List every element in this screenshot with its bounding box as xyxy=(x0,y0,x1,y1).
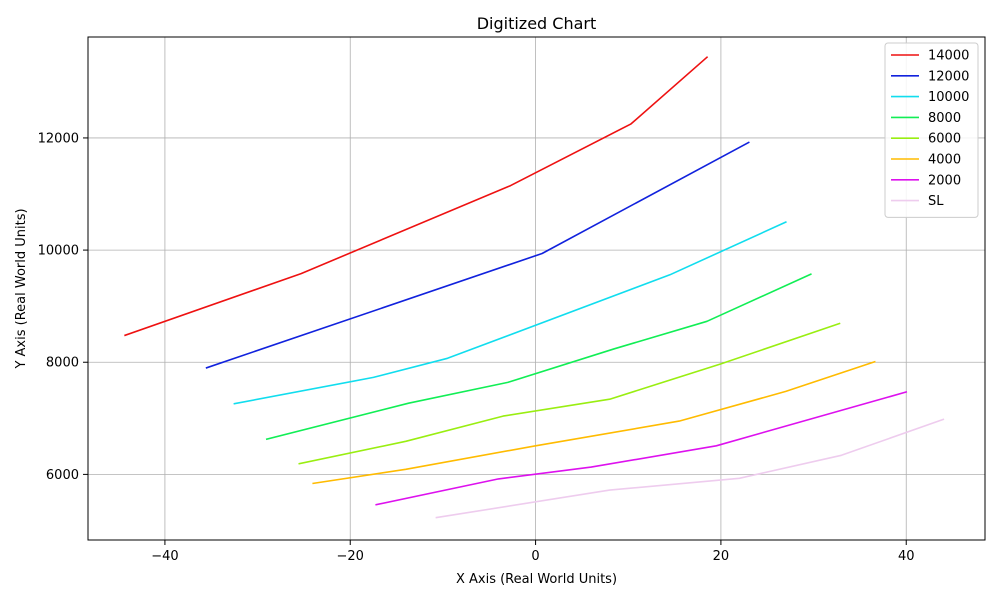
legend-label: 12000 xyxy=(928,69,969,84)
y-tick-label: 6000 xyxy=(46,468,79,483)
legend-label: 14000 xyxy=(928,49,969,64)
legend: 14000 12000 10000 8000 6000 4000 2000 SL xyxy=(884,42,979,218)
y-axis-label: Y Axis (Real World Units) xyxy=(14,208,29,369)
x-tick-label: −20 xyxy=(337,549,364,564)
legend-label: 6000 xyxy=(928,132,961,147)
x-tick-label: 40 xyxy=(898,549,915,564)
series-line-14000 xyxy=(124,56,709,337)
legend-box xyxy=(884,42,979,218)
series-line-8000 xyxy=(265,273,812,441)
plot-frame xyxy=(87,36,986,541)
series-line-12000 xyxy=(205,141,750,369)
series-line-6000 xyxy=(298,322,841,465)
y-tick-label: 12000 xyxy=(38,131,79,146)
y-tick-label: 10000 xyxy=(38,244,79,259)
legend-label: SL xyxy=(928,194,944,209)
series-line-SL xyxy=(435,418,945,519)
x-tick-label: 20 xyxy=(713,549,730,564)
x-tick-label: 0 xyxy=(531,549,539,564)
x-tick-label: −40 xyxy=(151,549,178,564)
legend-label: 4000 xyxy=(928,153,961,168)
series-line-4000 xyxy=(312,360,876,485)
y-tick-label: 8000 xyxy=(46,356,79,371)
chart-title: Digitized Chart xyxy=(477,14,597,33)
legend-label: 2000 xyxy=(928,173,961,188)
grid xyxy=(88,37,985,540)
y-axis-ticks: 6000 8000 10000 12000 xyxy=(38,131,88,483)
series-line-2000 xyxy=(375,391,908,506)
x-axis-ticks: −40 −20 0 20 40 xyxy=(151,540,915,564)
legend-label: 10000 xyxy=(928,90,969,105)
legend-label: 8000 xyxy=(928,111,961,126)
x-axis-label: X Axis (Real World Units) xyxy=(456,572,617,587)
series-lines xyxy=(124,56,945,519)
series-line-10000 xyxy=(233,221,787,405)
